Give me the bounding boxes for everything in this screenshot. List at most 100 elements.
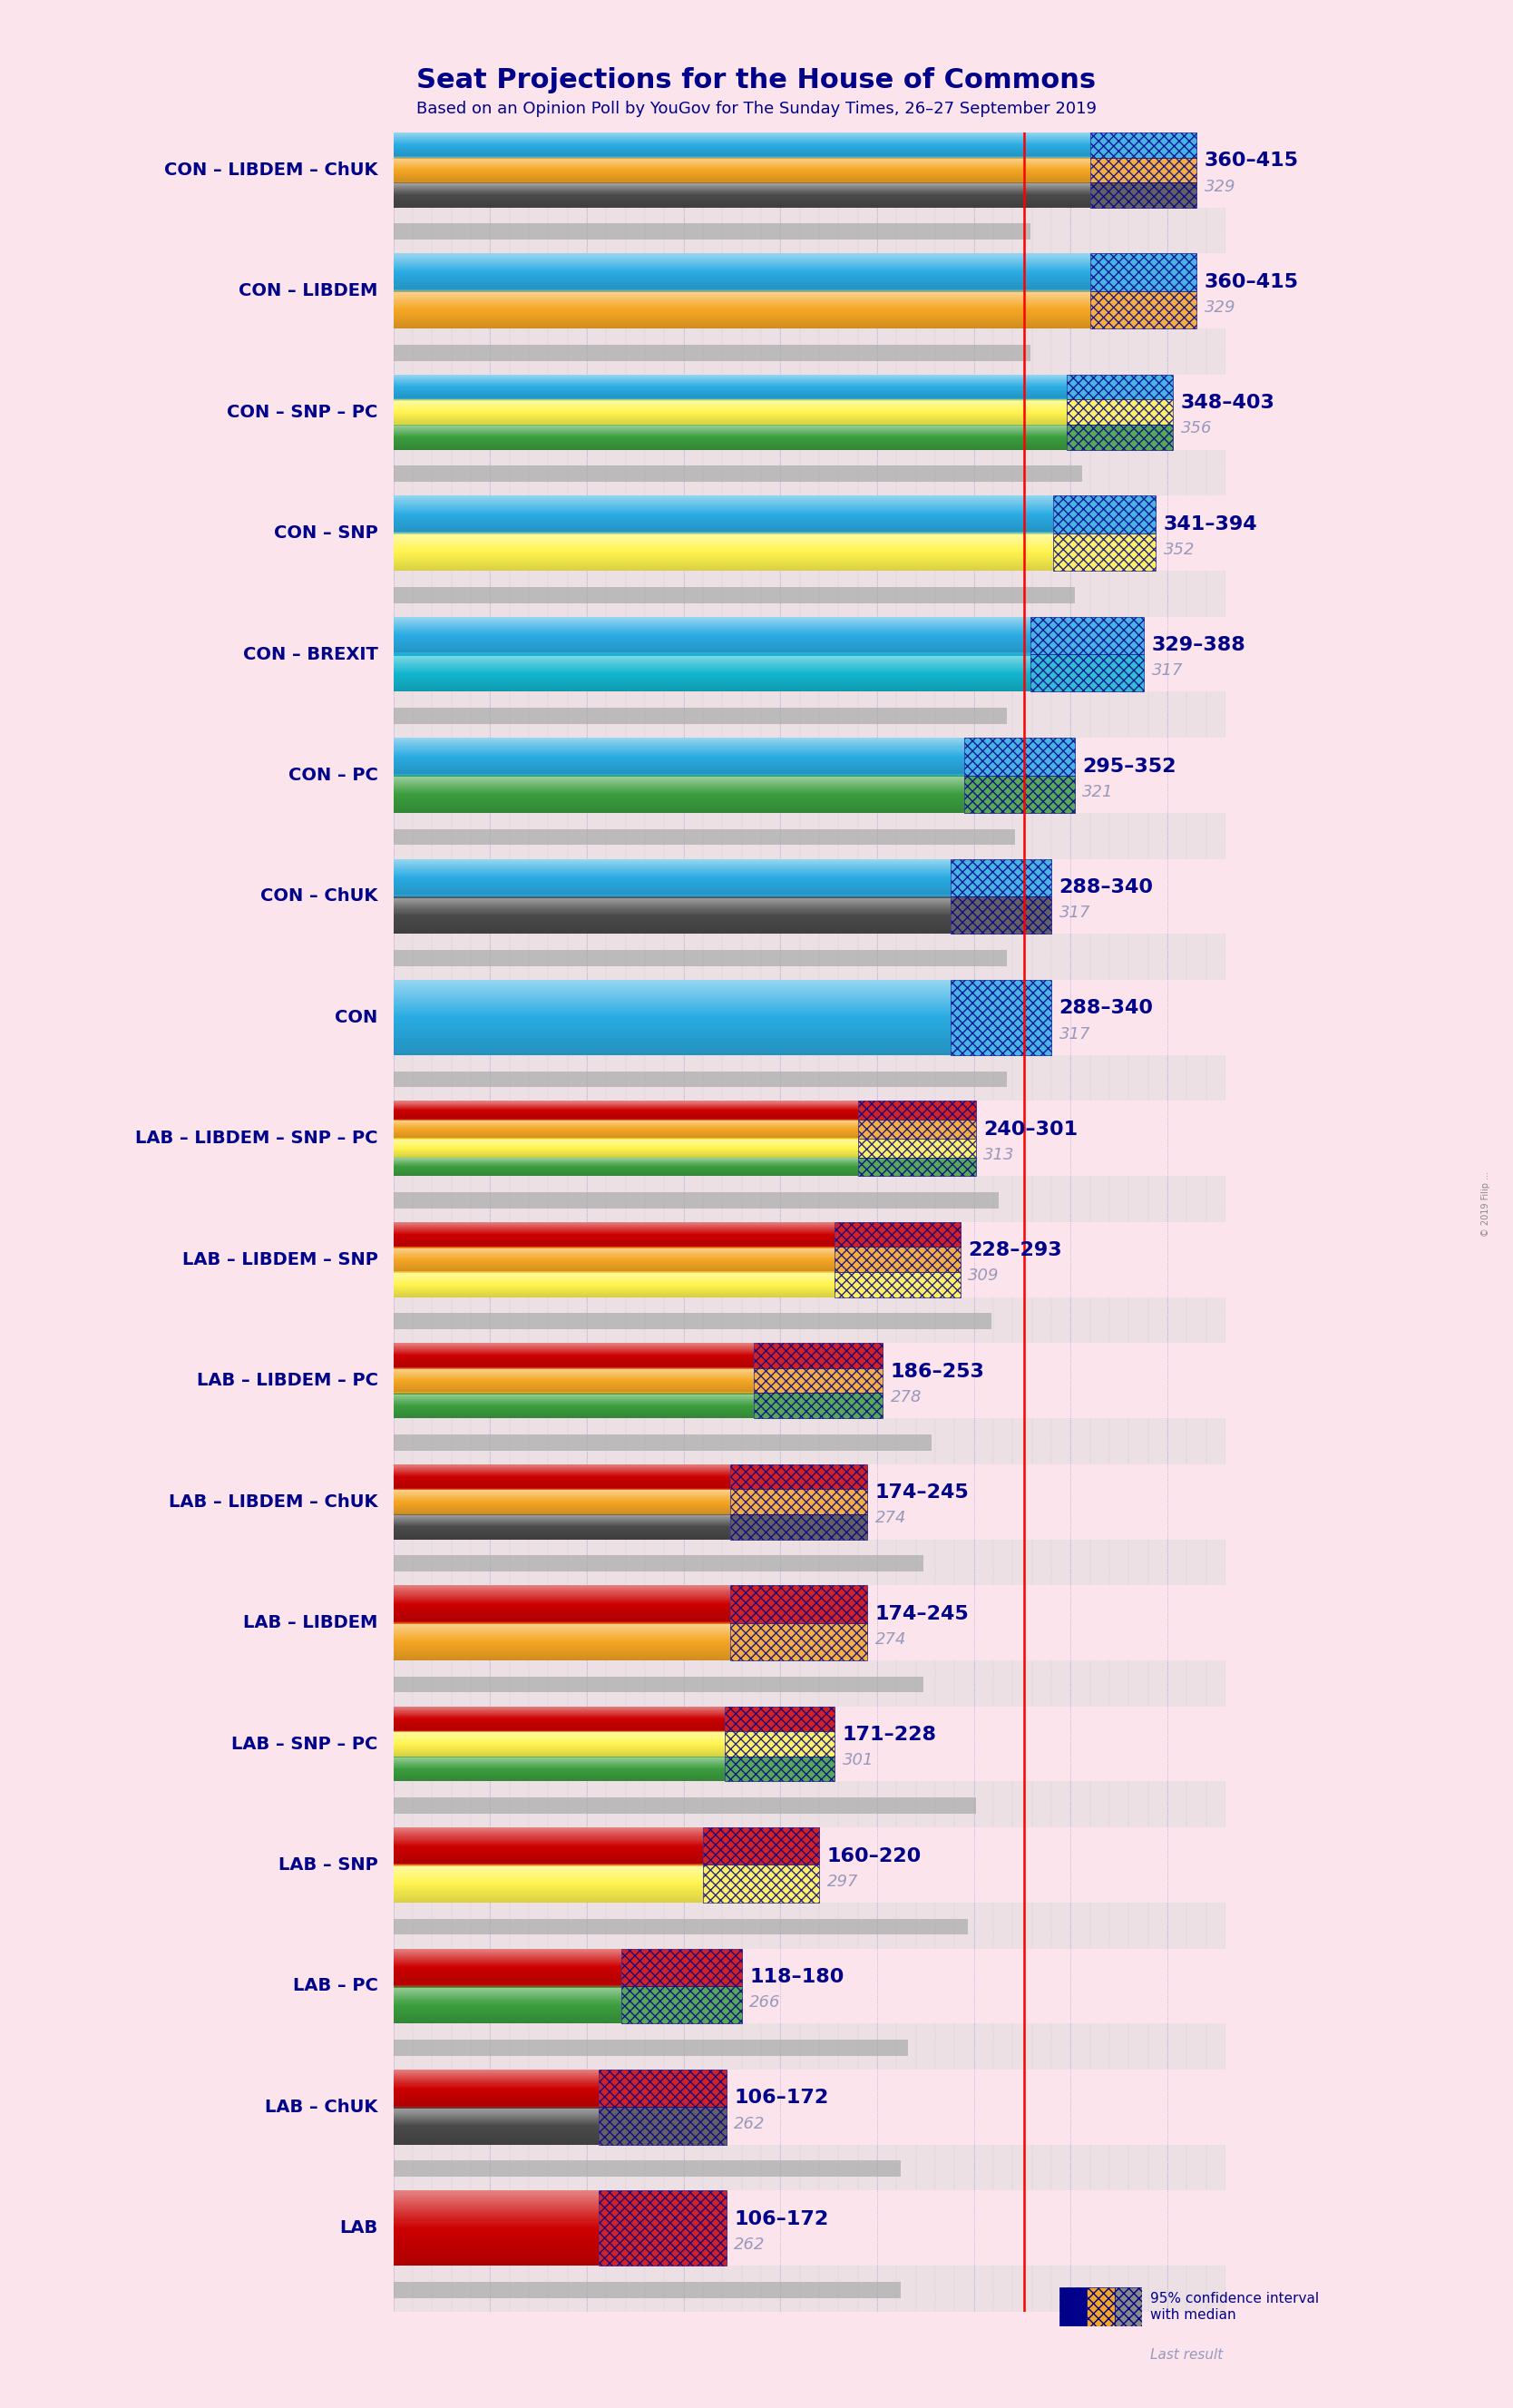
- Text: 313: 313: [983, 1146, 1015, 1163]
- Bar: [393, 934, 1226, 980]
- Text: 301: 301: [843, 1753, 873, 1767]
- Bar: [393, 1435, 932, 1450]
- Bar: [858, 1139, 976, 1158]
- Text: CON – SNP – PC: CON – SNP – PC: [227, 405, 378, 421]
- Bar: [725, 1755, 835, 1782]
- Text: 174–245: 174–245: [875, 1604, 970, 1623]
- Text: 262: 262: [734, 2114, 766, 2131]
- Bar: [393, 1539, 1226, 1584]
- Bar: [393, 344, 1030, 361]
- Bar: [835, 1247, 961, 1271]
- Bar: [393, 1662, 1226, 1707]
- Text: 278: 278: [891, 1389, 921, 1406]
- Bar: [393, 2266, 1226, 2312]
- Text: 329–388: 329–388: [1151, 636, 1247, 655]
- Text: LAB – LIBDEM – SNP – PC: LAB – LIBDEM – SNP – PC: [135, 1129, 378, 1146]
- Bar: [393, 1175, 1226, 1223]
- Bar: [1089, 183, 1197, 207]
- Bar: [950, 980, 1052, 1055]
- Text: 95% confidence interval
with median: 95% confidence interval with median: [1150, 2292, 1319, 2321]
- Bar: [393, 2283, 900, 2297]
- Bar: [964, 775, 1074, 814]
- Text: 240–301: 240–301: [983, 1120, 1079, 1139]
- Bar: [599, 2068, 726, 2107]
- Text: 317: 317: [1151, 662, 1183, 679]
- Text: CON: CON: [334, 1009, 378, 1026]
- Bar: [1115, 2288, 1142, 2326]
- Text: 360–415: 360–415: [1204, 272, 1298, 291]
- Bar: [393, 708, 1006, 725]
- Bar: [393, 1055, 1226, 1100]
- Text: 106–172: 106–172: [734, 2090, 829, 2107]
- Bar: [393, 951, 1006, 966]
- Bar: [393, 1072, 1006, 1086]
- Bar: [393, 1418, 1226, 1464]
- Bar: [393, 2040, 908, 2056]
- Bar: [1030, 655, 1144, 691]
- Bar: [725, 1707, 835, 1731]
- Bar: [1089, 291, 1197, 327]
- Text: 329: 329: [1204, 178, 1236, 195]
- Bar: [753, 1368, 884, 1394]
- Text: LAB – SNP – PC: LAB – SNP – PC: [231, 1736, 378, 1753]
- Bar: [725, 1731, 835, 1755]
- Bar: [704, 1828, 819, 1864]
- Text: 341–394: 341–394: [1163, 515, 1257, 532]
- Bar: [753, 1344, 884, 1368]
- Bar: [835, 1271, 961, 1298]
- Bar: [964, 737, 1074, 775]
- Text: 106–172: 106–172: [734, 2211, 829, 2227]
- Bar: [622, 1987, 741, 2023]
- Text: CON – LIBDEM – ChUK: CON – LIBDEM – ChUK: [165, 161, 378, 178]
- Bar: [1089, 132, 1197, 157]
- Text: CON – BREXIT: CON – BREXIT: [244, 645, 378, 662]
- Bar: [622, 1948, 741, 1987]
- Bar: [393, 814, 1226, 860]
- Text: 317: 317: [1059, 1026, 1091, 1043]
- Bar: [835, 1223, 961, 1247]
- Bar: [858, 1100, 976, 1120]
- Bar: [599, 2191, 726, 2266]
- Bar: [393, 588, 1074, 602]
- Text: 288–340: 288–340: [1059, 999, 1153, 1019]
- Text: 288–340: 288–340: [1059, 879, 1153, 896]
- Bar: [731, 1623, 867, 1662]
- Text: 274: 274: [875, 1630, 906, 1647]
- Bar: [731, 1584, 867, 1623]
- Text: 174–245: 174–245: [875, 1483, 970, 1503]
- Text: CON – LIBDEM: CON – LIBDEM: [239, 282, 378, 299]
- Text: 317: 317: [1059, 905, 1091, 922]
- Bar: [393, 1919, 968, 1934]
- Bar: [393, 1298, 1226, 1344]
- Bar: [393, 465, 1082, 482]
- Bar: [393, 571, 1226, 616]
- Text: 186–253: 186–253: [891, 1363, 985, 1380]
- Text: LAB – LIBDEM – PC: LAB – LIBDEM – PC: [197, 1373, 378, 1389]
- Bar: [393, 2160, 900, 2177]
- Bar: [1067, 376, 1173, 400]
- Text: Seat Projections for the House of Commons: Seat Projections for the House of Common…: [416, 67, 1097, 94]
- Bar: [393, 1796, 976, 1813]
- Text: 356: 356: [1182, 421, 1212, 436]
- Bar: [393, 224, 1030, 241]
- Text: 274: 274: [875, 1510, 906, 1527]
- Bar: [393, 2146, 1226, 2191]
- Bar: [1086, 2288, 1115, 2326]
- Bar: [393, 1312, 991, 1329]
- Bar: [1053, 496, 1156, 532]
- Bar: [753, 1394, 884, 1418]
- Text: LAB – SNP: LAB – SNP: [278, 1857, 378, 1873]
- Bar: [950, 860, 1052, 896]
- Bar: [393, 828, 1015, 845]
- Bar: [950, 896, 1052, 934]
- Text: 171–228: 171–228: [843, 1727, 937, 1743]
- Text: CON – ChUK: CON – ChUK: [260, 889, 378, 905]
- Text: 228–293: 228–293: [968, 1243, 1062, 1259]
- Text: 309: 309: [968, 1269, 1000, 1283]
- Bar: [393, 327, 1226, 376]
- Text: 295–352: 295–352: [1082, 756, 1176, 775]
- Text: LAB – LIBDEM – SNP: LAB – LIBDEM – SNP: [182, 1252, 378, 1269]
- Bar: [1089, 157, 1197, 183]
- Text: Based on an Opinion Poll by YouGov for The Sunday Times, 26–27 September 2019: Based on an Opinion Poll by YouGov for T…: [416, 101, 1097, 118]
- Bar: [1059, 2288, 1086, 2326]
